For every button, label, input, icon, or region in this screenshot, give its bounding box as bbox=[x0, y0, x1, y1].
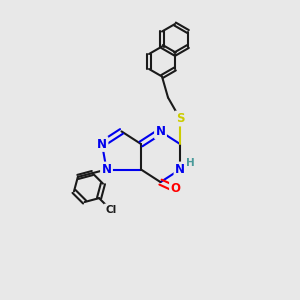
Text: Cl: Cl bbox=[105, 205, 116, 215]
Text: H: H bbox=[186, 158, 195, 168]
Text: N: N bbox=[155, 125, 166, 138]
Text: N: N bbox=[97, 137, 107, 151]
Text: S: S bbox=[176, 112, 184, 125]
Text: N: N bbox=[175, 163, 185, 176]
Text: N: N bbox=[101, 163, 112, 176]
Text: O: O bbox=[170, 182, 181, 196]
